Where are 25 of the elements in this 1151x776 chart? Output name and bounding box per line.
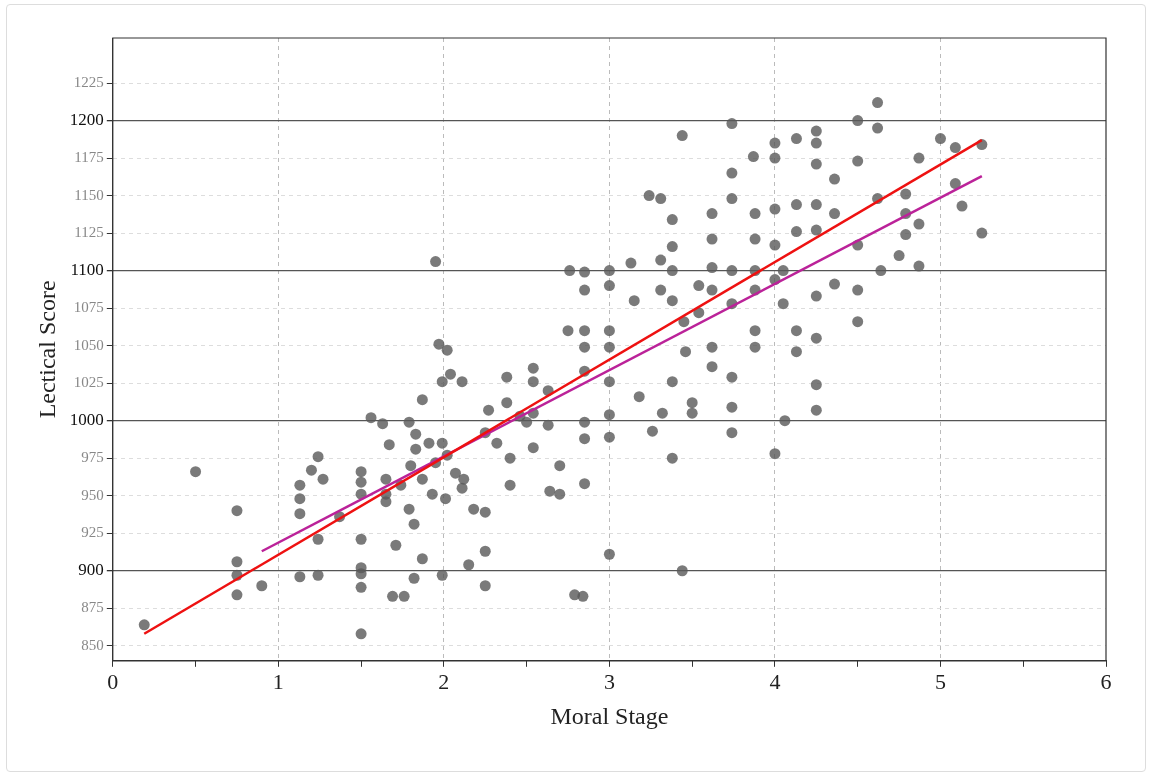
y-tick-label: 925 [81,524,104,541]
y-tick-label: 1200 [69,110,104,130]
y-tick-label: 1000 [69,410,104,430]
y-tick-label: 900 [78,560,104,580]
y-tick-label: 1150 [74,186,104,203]
x-tick-label: 4 [769,668,781,694]
x-tick-label: 5 [934,668,946,694]
y-axis-title: Lectical Score [33,280,60,419]
x-tick-label: 3 [603,668,615,694]
x-tick-label: 6 [1100,668,1112,694]
y-tick-label: 950 [81,486,104,503]
x-tick-label: 0 [107,668,119,694]
y-tick-label: 1125 [74,224,104,241]
y-tick-label: 1050 [73,336,104,353]
y-tick-label: 1025 [73,374,104,391]
y-tick-label: 1075 [73,299,104,316]
y-tick-label: 1100 [70,260,104,280]
x-tick-label: 2 [438,668,450,694]
y-tick-label: 850 [81,636,104,653]
x-axis-title: Moral Stage [550,702,669,729]
y-tick-label: 1225 [73,73,104,90]
x-tick-label: 1 [272,668,284,694]
y-tick-label: 875 [81,599,104,616]
y-tick-label: 975 [81,449,104,466]
y-tick-label: 1175 [74,149,104,165]
